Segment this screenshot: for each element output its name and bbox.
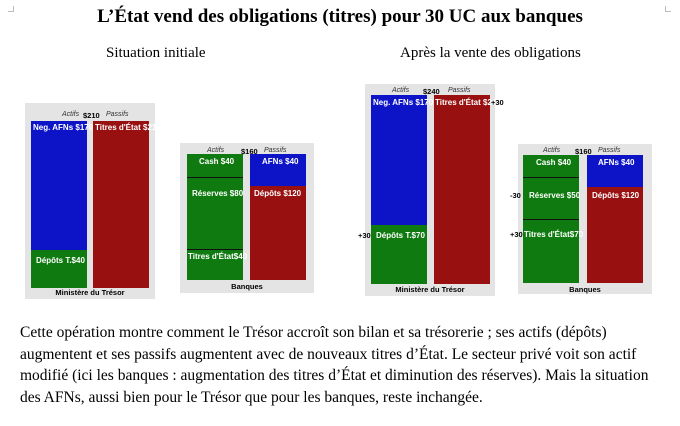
initial-banks-liabilities-header: Passifs (264, 147, 287, 154)
after-banks-total: $160 (575, 147, 592, 156)
initial-banks-assets-block (187, 154, 243, 280)
initial-banks-cash-label: Cash $40 (199, 157, 235, 166)
initial-treasury-footer: Ministère du Trésor (55, 288, 125, 297)
after-banks-afn-label: AFNs $40 (598, 158, 635, 167)
initial-banks-total: $160 (241, 147, 258, 156)
after-banks-reserves-delta: -30 (510, 191, 521, 200)
after-banks-deposits-label: Dépôts $120 (592, 191, 640, 200)
after-treasury-deposits-block (371, 225, 427, 284)
after-banks-divider-1 (523, 177, 579, 178)
explanation-paragraph[interactable]: Cette opération montre comment le Trésor… (20, 324, 649, 406)
after-banks-assets-header: Actifs (543, 147, 561, 154)
after-treasury-total: $240 (423, 87, 440, 96)
initial-treasury-total: $210 (83, 111, 100, 120)
initial-banks-deposits-block (250, 186, 306, 280)
initial-banks-afn-label: AFNs $40 (262, 157, 299, 166)
after-banks-deposits-block (587, 187, 643, 283)
initial-treasury-deposits-block (31, 250, 87, 288)
heading-initial: Situation initiale (106, 45, 206, 61)
initial-treasury-afn-label: Neg. AFNs $170 (33, 123, 94, 132)
initial-treasury-deposits-label: Dépôts T.$40 (36, 256, 85, 265)
initial-banks-reserves-label: Réserves $80 (192, 189, 244, 198)
corner-mark-top-left (8, 6, 14, 12)
after-banks-bonds-delta: +30 (510, 230, 523, 239)
initial-banks-divider-1 (187, 177, 243, 178)
after-treasury-footer: Ministère du Trésor (395, 285, 465, 294)
corner-mark-top-right (665, 6, 671, 12)
after-treasury-deposits-label: Dépôts T.$70 (376, 231, 425, 240)
after-treasury-afn-block (371, 95, 427, 225)
initial-banks-assets-header: Actifs (207, 147, 225, 154)
after-banks-footer: Banques (569, 285, 601, 294)
initial-banks-footer: Banques (231, 282, 263, 291)
initial-treasury-bonds-label: Titres d'État $210 (95, 123, 161, 132)
initial-treasury-bonds-block (93, 121, 149, 288)
heading-after: Après la vente des obligations (400, 45, 581, 61)
after-banks-cash-label: Cash $40 (536, 158, 572, 167)
after-treasury-liabilities-header: Passifs (448, 87, 471, 94)
after-banks-afn-block (587, 155, 643, 187)
after-banks-divider-2 (523, 219, 579, 220)
initial-banks-afn-block (250, 154, 306, 186)
page-title: L’État vend des obligations (titres) pou… (97, 6, 583, 27)
after-treasury-afn-label: Neg. AFNs $170 (373, 98, 434, 107)
after-treasury-asset-delta: +30 (358, 231, 371, 240)
initial-treasury-afn-block (31, 121, 87, 250)
after-banks-bonds-label: Titres d'État$70 (524, 230, 584, 239)
initial-banks-deposits-label: Dépôts $120 (254, 189, 302, 198)
after-treasury-bonds-label: Titres d'État $240 (435, 98, 501, 107)
initial-banks-divider-2 (187, 249, 243, 250)
after-treasury-bonds-block (434, 95, 490, 284)
after-treasury-assets-header: Actifs (392, 87, 410, 94)
initial-treasury-assets-header: Actifs (62, 111, 80, 118)
initial-treasury-liabilities-header: Passifs (106, 111, 129, 118)
initial-banks-bonds-label: Titres d'État$40 (188, 252, 248, 261)
after-banks-liabilities-header: Passifs (598, 147, 621, 154)
after-banks-reserves-label: Réserves $50 (529, 191, 581, 200)
after-treasury-liability-delta: +30 (491, 98, 504, 107)
